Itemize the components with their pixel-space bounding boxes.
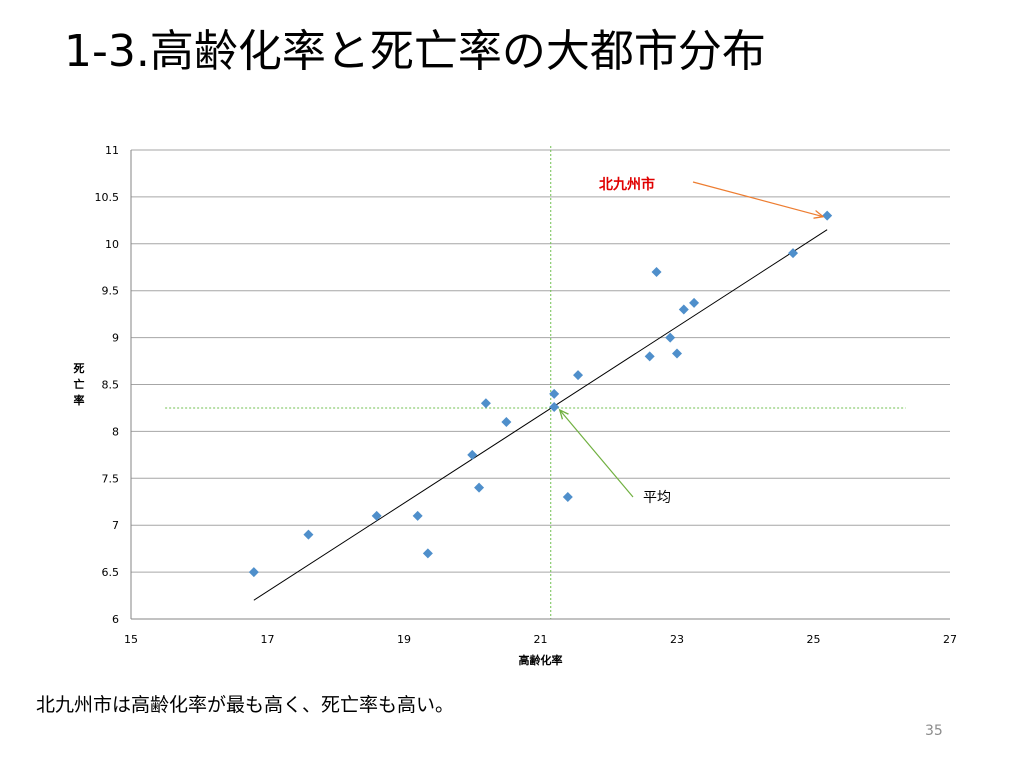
data-point bbox=[678, 304, 689, 315]
data-point bbox=[562, 492, 573, 503]
data-point bbox=[501, 417, 512, 428]
data-point bbox=[549, 402, 560, 413]
page-number: 35 bbox=[925, 723, 943, 739]
data-point bbox=[474, 482, 485, 493]
y-tick-label: 7.5 bbox=[102, 472, 120, 485]
data-point bbox=[467, 449, 478, 460]
data-point bbox=[303, 529, 314, 540]
data-point bbox=[672, 348, 682, 359]
data-point bbox=[665, 332, 676, 343]
x-tick-label: 25 bbox=[807, 633, 821, 646]
data-points bbox=[248, 210, 833, 578]
data-point bbox=[788, 248, 799, 259]
data-point bbox=[248, 567, 259, 578]
y-tick-label: 6.5 bbox=[102, 566, 120, 579]
annotation-average-label: 平均 bbox=[643, 490, 671, 506]
y-tick-label: 8 bbox=[112, 425, 119, 438]
y-tick-label: 8.5 bbox=[102, 379, 120, 392]
data-point bbox=[651, 266, 662, 277]
x-tick-label: 17 bbox=[261, 633, 275, 646]
y-tick-label: 10.5 bbox=[95, 191, 120, 204]
annotation-average-arrow bbox=[560, 410, 634, 498]
x-tick-labels: 15 17 19 21 23 25 27 bbox=[124, 633, 957, 646]
gridlines bbox=[131, 149, 950, 573]
data-point bbox=[689, 297, 700, 308]
annotation-kitakyushu-label: 北九州市 bbox=[599, 176, 655, 193]
average-lines bbox=[165, 146, 906, 619]
y-tick-labels: 6 6.5 7 7.5 8 8.5 9 9.5 10 10.5 11 bbox=[95, 144, 120, 626]
data-point bbox=[480, 398, 491, 409]
x-tick-label: 19 bbox=[397, 633, 411, 646]
data-point bbox=[573, 370, 584, 381]
y-axis-label: 死亡率 bbox=[74, 362, 85, 407]
y-tick-label: 6 bbox=[112, 613, 119, 626]
data-point bbox=[422, 548, 433, 559]
y-tick-label: 9 bbox=[112, 332, 119, 345]
x-tick-label: 27 bbox=[943, 633, 957, 646]
x-axis-label: 高齢化率 bbox=[519, 653, 563, 667]
y-tick-label: 9.5 bbox=[102, 285, 120, 298]
x-tick-label: 23 bbox=[670, 633, 684, 646]
data-point bbox=[371, 510, 382, 521]
x-tick-label: 21 bbox=[534, 633, 548, 646]
y-tick-label: 10 bbox=[105, 238, 119, 251]
data-point bbox=[412, 510, 423, 521]
y-tick-label: 11 bbox=[105, 144, 119, 157]
data-point bbox=[822, 210, 833, 221]
y-tick-label: 7 bbox=[112, 519, 119, 532]
annotation-kitakyushu-arrow bbox=[692, 181, 823, 217]
slide-title: 1-3.高齢化率と死亡率の大都市分布 bbox=[64, 26, 766, 77]
trendline bbox=[253, 229, 828, 601]
data-point bbox=[549, 388, 560, 399]
x-tick-label: 15 bbox=[124, 633, 138, 646]
slide-caption: 北九州市は高齢化率が最も高く、死亡率も高い。 bbox=[36, 694, 455, 716]
data-point bbox=[644, 351, 655, 362]
